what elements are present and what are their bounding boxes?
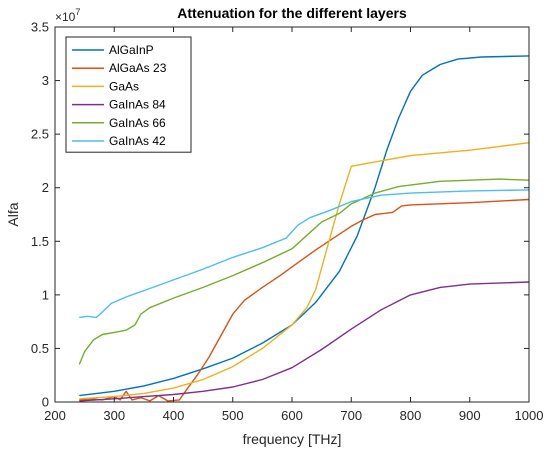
x-tick-label: 500 (222, 408, 244, 423)
legend-box (65, 36, 192, 153)
tick-layer: 200 300 400 500 600 700 800 900 1000 0 0.5 1 1.5 2 2.5… (31, 20, 544, 424)
y-axis-exponent-base: ×10 (55, 10, 76, 24)
y-tick-label: 3 (42, 73, 49, 88)
legend-label: GaInAs 66 (109, 116, 166, 130)
chart-title: Attenuation for the different layers (177, 5, 407, 21)
y-tick-label: 2 (42, 180, 49, 195)
x-tick-label: 300 (103, 408, 125, 423)
series-line (78, 178, 530, 365)
x-tick-label: 400 (163, 408, 185, 423)
y-axis-exponent-power: 7 (75, 7, 80, 17)
x-tick-label: 600 (281, 408, 303, 423)
series-line (79, 55, 530, 397)
y-tick-label: 0.5 (31, 341, 49, 356)
x-tick-label: 200 (44, 408, 66, 423)
legend-label: AlGaAs 23 (109, 61, 167, 75)
x-axis-title: frequency [THz] (243, 431, 342, 447)
y-tick-label: 0 (42, 395, 49, 410)
legend-label: AlGaInP (109, 43, 154, 57)
series-line (79, 142, 530, 400)
y-axis-exponent: ×107 (55, 7, 80, 24)
x-tick-label: 1000 (515, 408, 544, 423)
x-tick-label: 900 (459, 408, 481, 423)
legend-label: GaInAs 84 (109, 98, 166, 112)
y-tick-label: 2.5 (31, 127, 49, 142)
x-tick-label: 800 (400, 408, 422, 423)
series-layer (78, 55, 530, 402)
y-tick-label: 3.5 (31, 20, 49, 35)
series-line (79, 189, 530, 319)
legend-label: GaAs (109, 79, 139, 93)
legend-label: GaInAs 42 (109, 134, 166, 148)
series-line (79, 281, 530, 402)
y-tick-label: 1.5 (31, 234, 49, 249)
y-tick-label: 1 (42, 287, 49, 302)
x-tick-label: 700 (340, 408, 362, 423)
y-axis-title: Alfa (5, 202, 21, 226)
legend: AlGaInP AlGaAs 23 GaAs GaInAs 84 GaInAs 66 Ga… (65, 36, 192, 153)
series-line (79, 198, 530, 402)
